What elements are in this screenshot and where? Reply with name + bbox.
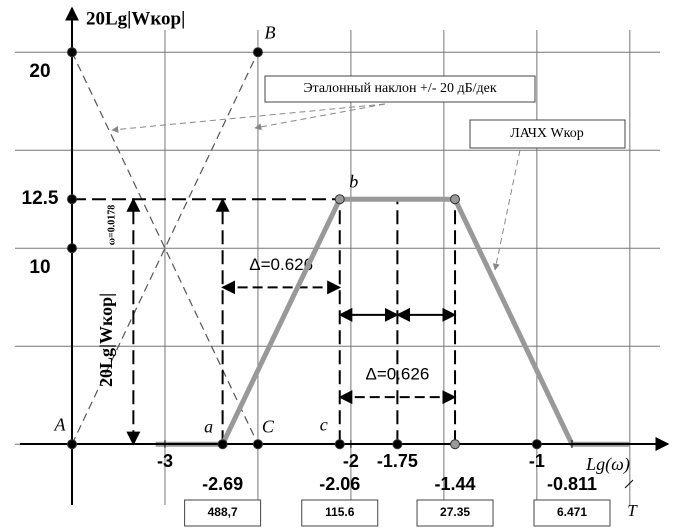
grid [15,30,660,505]
y-tick-label: 10 [29,257,50,278]
y-tick-label: 20 [29,61,50,82]
legend-box [469,119,626,149]
period-label: T [627,501,638,520]
x-tick-label: -3 [157,451,173,471]
x-tick-label: -2 [343,451,359,471]
reference-line [71,51,259,445]
point [217,439,228,450]
point [67,47,77,58]
y-tick-label: 12.5 [22,188,59,209]
period-value: 115.6 [325,505,355,519]
y-axis-title: 20Lg|Wкор| [86,8,185,29]
point-label: C [262,416,275,436]
eval-label: 20Lg|Wкор| [96,293,116,387]
x-tick-label: -2.69 [202,474,243,494]
point-label: c [320,414,328,434]
point [252,439,263,450]
x-tick-label: -0.811 [547,474,597,494]
point-label: B [264,22,275,42]
point [67,439,77,450]
x-tick-label: -1.44 [435,474,476,494]
point [67,243,77,254]
point [392,439,403,450]
point [531,439,542,450]
x-axis-title: Lg(ω) [585,454,630,475]
annotation-arrow [492,149,521,271]
legend-entry: ЛАЧХ Wкор [510,126,584,141]
fraction-stroke [624,479,634,489]
eval-at: ω=0.0178 [106,205,117,246]
period-value: 27.35 [440,505,470,519]
delta-label: Δ=0.626 [249,255,313,274]
period-value: 488,7 [208,505,238,519]
eval-label-group: 20Lg|Wкор| ω=0.0178 [96,205,117,387]
point-label: A [54,414,67,434]
reference-box [264,75,536,103]
line-series [155,196,630,447]
period-box [533,499,611,527]
x-tick-label: -1.75 [377,451,418,471]
period-box [184,499,262,527]
annotation-arrow [254,103,386,131]
point [334,439,345,450]
period-value: 6.471 [557,505,587,519]
period-box [416,499,494,527]
point-label: a [204,416,213,436]
period-box [301,499,379,527]
point [450,194,461,205]
annotation-arrow [111,103,386,133]
point [252,47,263,58]
point [334,194,345,205]
point [67,194,77,205]
reference-name: Эталонный наклон +/- 20 дБ/дек [303,81,497,96]
x-tick-label: -2.06 [319,474,360,494]
x-tick-label: -1 [529,451,545,471]
point [450,439,461,450]
delta-label: Δ=0.626 [365,365,429,384]
reference-line [71,51,259,445]
point-label: b [349,171,358,191]
